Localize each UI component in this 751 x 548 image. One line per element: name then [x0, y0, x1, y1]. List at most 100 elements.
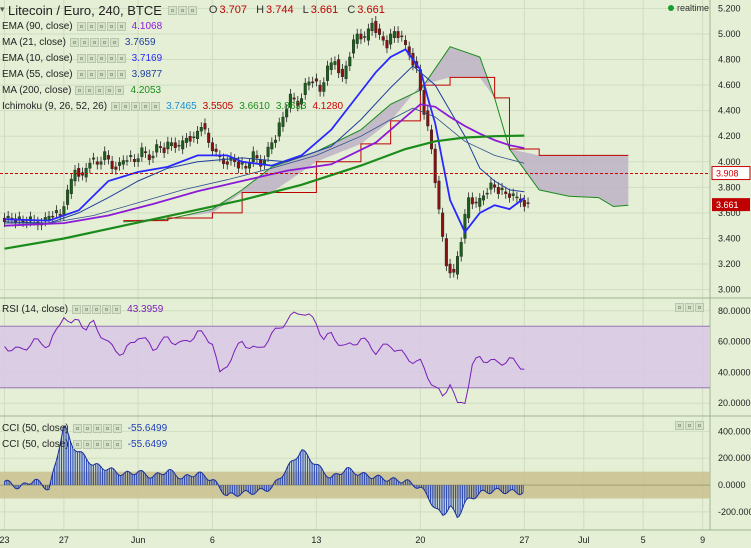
legend-button-icon[interactable] [72, 440, 82, 449]
last-price-box [712, 198, 750, 212]
indicator-legend[interactable]: MA (21, close) 3.7659 [2, 35, 162, 50]
legend-button-icon[interactable] [121, 102, 131, 111]
candle-body [285, 109, 289, 118]
legend-button-icon[interactable] [102, 440, 112, 449]
candle-body [303, 82, 307, 95]
legend-button-icon[interactable] [86, 70, 96, 79]
legend-button-icon[interactable] [106, 54, 116, 63]
pane-close-icon[interactable] [695, 303, 704, 312]
legend-button-icon[interactable] [76, 54, 86, 63]
legend-button-icon[interactable] [106, 22, 116, 31]
indicator-name: Ichimoku (9, 26, 52, 26) [2, 101, 108, 112]
indicator-legend[interactable]: Ichimoku (9, 26, 52, 26) 3.7465 3.5505 3.66… [2, 99, 349, 114]
ohlc-low-value: 3.661 [310, 4, 339, 16]
candle-body [54, 210, 58, 214]
candle-body [177, 144, 181, 147]
legend-button-icon[interactable] [109, 38, 119, 47]
legend-button-icon[interactable] [112, 440, 122, 449]
x-tick-label: 5 [641, 535, 646, 545]
candle-body [51, 215, 55, 218]
legend-button-icon[interactable] [82, 440, 92, 449]
indicator-legend[interactable]: CCI (50, close) -55.6499 [2, 437, 173, 452]
pane-close-icon[interactable] [695, 421, 704, 430]
legend-button-icon[interactable] [89, 38, 99, 47]
legend-button-icon[interactable] [96, 22, 106, 31]
legend-button-icon[interactable] [95, 86, 105, 95]
cci-pane [0, 425, 710, 519]
candle-body [121, 160, 125, 165]
reference-price-label: 3.908 [716, 169, 739, 179]
pane-up-icon[interactable] [675, 303, 684, 312]
legend-button-icon[interactable] [86, 54, 96, 63]
legend-button-icon[interactable] [72, 424, 82, 433]
candle-body [140, 147, 144, 157]
chart-title: Litecoin / Euro, 240, BTCE [8, 2, 162, 18]
settings-icon[interactable] [167, 5, 177, 15]
pane-down-icon[interactable] [685, 421, 694, 430]
candle-body [92, 157, 96, 160]
indicator-legend[interactable]: EMA (55, close) 3.9877 [2, 67, 168, 82]
legend-button-icon[interactable] [99, 38, 109, 47]
realtime-dot-icon [667, 5, 674, 11]
candle-body [485, 192, 489, 195]
ma-line [4, 48, 525, 234]
rsi-y-tick-label: 80.0000 [718, 306, 751, 316]
legend-button-icon[interactable] [82, 305, 92, 314]
legend-button-icon[interactable] [105, 86, 115, 95]
candle-body [292, 97, 296, 100]
legend-button-icon[interactable] [85, 86, 95, 95]
candle-body [452, 268, 456, 273]
format-icon[interactable] [187, 5, 197, 15]
candle-body [429, 129, 433, 150]
legend-button-icon[interactable] [72, 305, 82, 314]
candle-body [370, 22, 374, 31]
candle-body [441, 212, 445, 237]
candle-body [84, 167, 88, 178]
legend-button-icon[interactable] [75, 86, 85, 95]
legend-button-icon[interactable] [106, 70, 116, 79]
legend-button-icon[interactable] [116, 70, 126, 79]
legend-button-icon[interactable] [116, 22, 126, 31]
x-tick-label: 23 [0, 535, 9, 545]
x-tick-label: 27 [59, 535, 69, 545]
indicator-legend[interactable]: MA (200, close) 4.2053 [2, 83, 167, 98]
pane-down-icon[interactable] [685, 303, 694, 312]
candle-body [352, 39, 356, 54]
candle-body [355, 33, 359, 44]
legend-button-icon[interactable] [111, 102, 121, 111]
legend-button-icon[interactable] [86, 22, 96, 31]
pane-up-icon[interactable] [675, 421, 684, 430]
legend-button-icon[interactable] [79, 38, 89, 47]
legend-button-icon[interactable] [115, 86, 125, 95]
legend-button-icon[interactable] [102, 424, 112, 433]
legend-button-icon[interactable] [96, 70, 106, 79]
indicator-legend[interactable]: RSI (14, close) 43.3959 [2, 302, 169, 317]
legend-buttons [75, 86, 125, 95]
legend-button-icon[interactable] [76, 70, 86, 79]
indicator-legend[interactable]: EMA (10, close) 3.7169 [2, 51, 168, 66]
legend-button-icon[interactable] [92, 424, 102, 433]
legend-button-icon[interactable] [69, 38, 79, 47]
indicator-legend[interactable]: EMA (90, close) 4.1068 [2, 19, 168, 34]
legend-button-icon[interactable] [76, 22, 86, 31]
legend-button-icon[interactable] [96, 54, 106, 63]
legend-button-icon[interactable] [92, 440, 102, 449]
candle-body [155, 144, 159, 153]
collapse-arrow-icon[interactable]: ▾ [0, 4, 5, 14]
legend-button-icon[interactable] [112, 424, 122, 433]
legend-button-icon[interactable] [131, 102, 141, 111]
legend-button-icon[interactable] [92, 305, 102, 314]
legend-button-icon[interactable] [141, 102, 151, 111]
hide-icon[interactable] [177, 5, 187, 15]
legend-button-icon[interactable] [102, 305, 112, 314]
candle-body [400, 35, 404, 38]
indicator-legend[interactable]: CCI (50, close) -55.6499 [2, 421, 173, 436]
candle-body [69, 178, 73, 194]
candle-body [196, 130, 200, 139]
legend-button-icon[interactable] [82, 424, 92, 433]
legend-button-icon[interactable] [116, 54, 126, 63]
legend-button-icon[interactable] [151, 102, 161, 111]
ichimoku-cloud [123, 46, 629, 223]
legend-button-icon[interactable] [112, 305, 122, 314]
